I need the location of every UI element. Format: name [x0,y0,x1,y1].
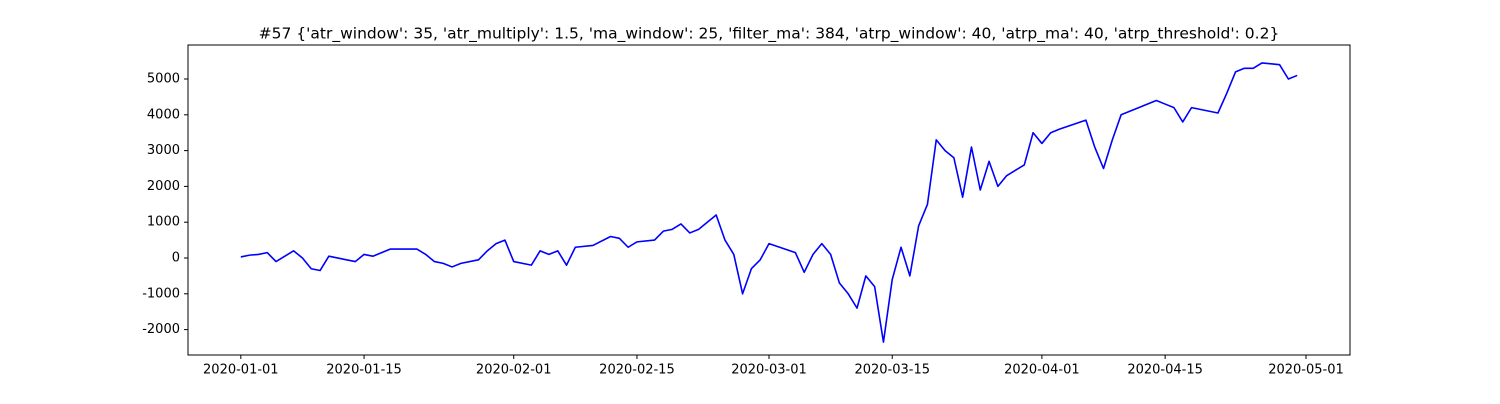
y-tick-label: 4000 [147,107,180,122]
x-tick-label: 2020-04-15 [1127,363,1203,378]
chart-title: #57 {'atr_window': 35, 'atr_multiply': 1… [259,25,1280,44]
x-tick-label: 2020-02-01 [476,363,552,378]
y-tick-label: 0 [172,250,180,265]
x-tick-label: 2020-03-15 [854,363,930,378]
data-line [240,62,1298,343]
y-tick-label: 5000 [147,72,180,87]
y-tick-label: 3000 [147,143,180,158]
y-tick-label: -2000 [142,322,180,337]
y-tick-label: 2000 [147,179,180,194]
x-tick-label: 2020-02-15 [599,363,675,378]
x-tick-label: 2020-03-01 [731,363,807,378]
x-tick-label: 2020-01-01 [203,363,279,378]
x-tick-label: 2020-04-01 [1004,363,1080,378]
y-tick-label: -1000 [142,286,180,301]
y-tick-label: 1000 [147,215,180,230]
x-tick-label: 2020-01-15 [326,363,402,378]
x-tick-label: 2020-05-01 [1268,363,1344,378]
